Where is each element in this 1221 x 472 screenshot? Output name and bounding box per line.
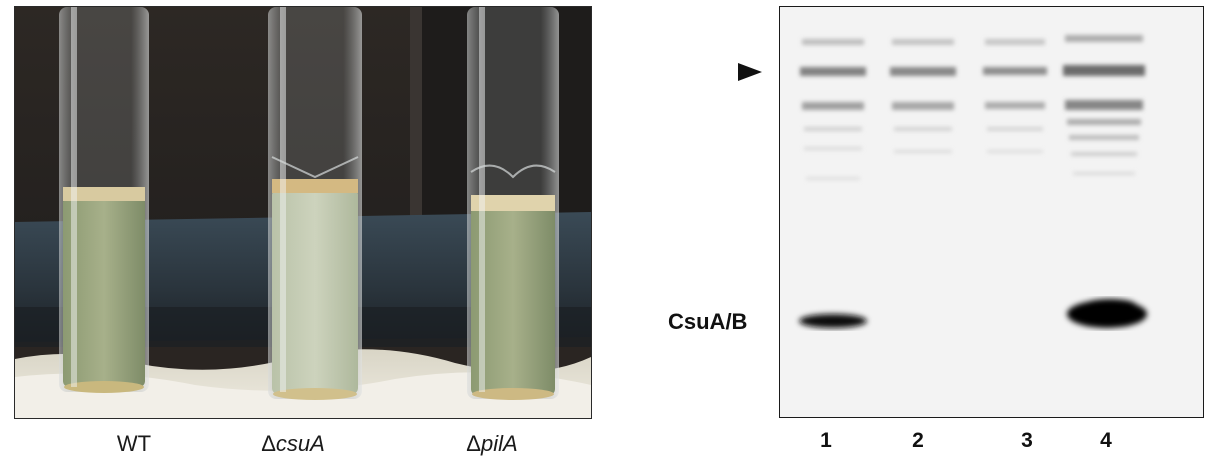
band-label: CsuA/B: [668, 309, 748, 334]
tube-csua: [268, 7, 362, 400]
culture-tube-photo: [14, 6, 592, 419]
upper-bands: [800, 35, 1145, 180]
tube-label-pila: ΔpilA: [466, 431, 518, 456]
tube-pila: [467, 7, 559, 400]
lane-number-2: 2: [912, 429, 924, 452]
lane-number-3: 3: [1021, 429, 1033, 452]
tube-wt: [59, 7, 149, 393]
western-blot: [779, 6, 1204, 418]
arrowhead-marker-icon: [738, 63, 762, 86]
tube-label-wt: WT: [116, 431, 152, 456]
tube-label-csua: ΔcsuA: [261, 431, 325, 456]
csuab-bands: [799, 299, 1147, 328]
lane-number-4: 4: [1100, 429, 1112, 452]
lane-number-1: 1: [820, 429, 832, 452]
